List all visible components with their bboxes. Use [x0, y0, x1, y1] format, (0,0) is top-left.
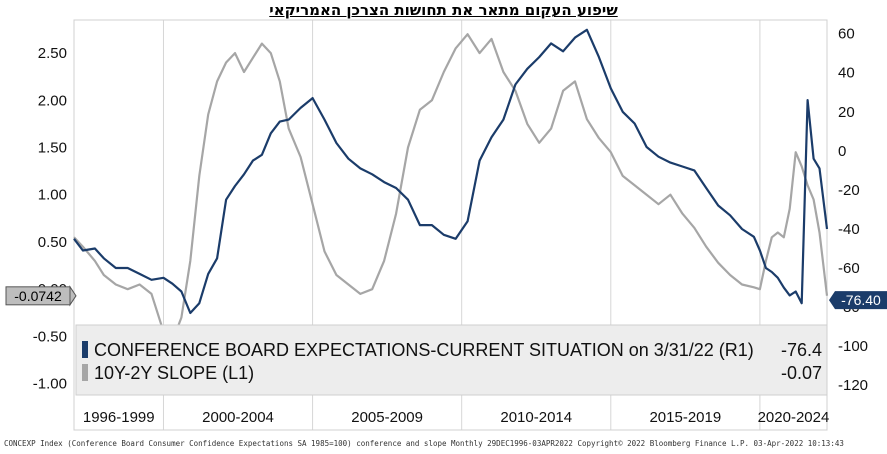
- period-label: 2010-2014: [500, 409, 572, 426]
- left-tick-label: -0.50: [33, 328, 67, 345]
- left-last-value: -0.0742: [14, 288, 62, 304]
- right-tick-label: -120: [838, 377, 868, 394]
- right-tick-label: 0: [838, 143, 846, 160]
- left-tick-label: 1.00: [38, 187, 67, 204]
- legend-background: [75, 324, 828, 396]
- right-tick-label: 40: [838, 65, 855, 82]
- left-axis-ticks: 2.502.001.501.000.500.00-0.50-1.00: [33, 45, 67, 393]
- legend-swatch: [82, 341, 88, 358]
- right-tick-label: 60: [838, 26, 855, 43]
- last-value-tags: -0.0742 -76.40: [5, 285, 887, 310]
- left-tick-label: 2.50: [38, 45, 67, 62]
- period-labels: 1996-1999 2000-2004 2005-2009 2010-2014 2015…: [83, 409, 829, 426]
- legend-label: 10Y-2Y SLOPE (L1): [94, 363, 254, 383]
- right-last-value: -76.40: [841, 292, 881, 308]
- right-tick-label: 20: [838, 104, 855, 121]
- period-label: 2020-2024: [758, 409, 830, 426]
- legend-swatch: [82, 364, 88, 381]
- period-label: 2000-2004: [202, 409, 274, 426]
- legend-value: -76.4: [781, 340, 822, 360]
- right-tick-label: -60: [838, 260, 860, 277]
- right-tick-label: -20: [838, 182, 860, 199]
- right-last-value-box: [829, 291, 887, 310]
- left-last-value-pointer: [69, 285, 77, 307]
- left-tick-label: 0.50: [38, 234, 67, 251]
- right-tick-label: -100: [838, 338, 868, 355]
- legend-label: CONFERENCE BOARD EXPECTATIONS-CURRENT SI…: [94, 340, 754, 360]
- source-footer: CONCEXP Index (Conference Board Consumer…: [4, 439, 844, 448]
- left-tick-label: 1.50: [38, 140, 67, 157]
- right-tick-label: -40: [838, 221, 860, 238]
- series-lines: [73, 28, 829, 343]
- chart-title: שיפוע העקום מתאר את תחושות הצרכן האמריקא…: [269, 1, 618, 19]
- period-label: 1996-1999: [83, 409, 155, 426]
- series-line-slope: [73, 33, 829, 343]
- left-tick-label: 2.00: [38, 92, 67, 109]
- period-label: 2005-2009: [351, 409, 423, 426]
- series-line-confidence: [73, 28, 829, 315]
- left-tick-label: -1.00: [33, 376, 67, 393]
- legend-value: -0.07: [781, 363, 822, 383]
- period-label: 2015-2019: [649, 409, 721, 426]
- legend-box: CONFERENCE BOARD EXPECTATIONS-CURRENT SI…: [75, 324, 828, 396]
